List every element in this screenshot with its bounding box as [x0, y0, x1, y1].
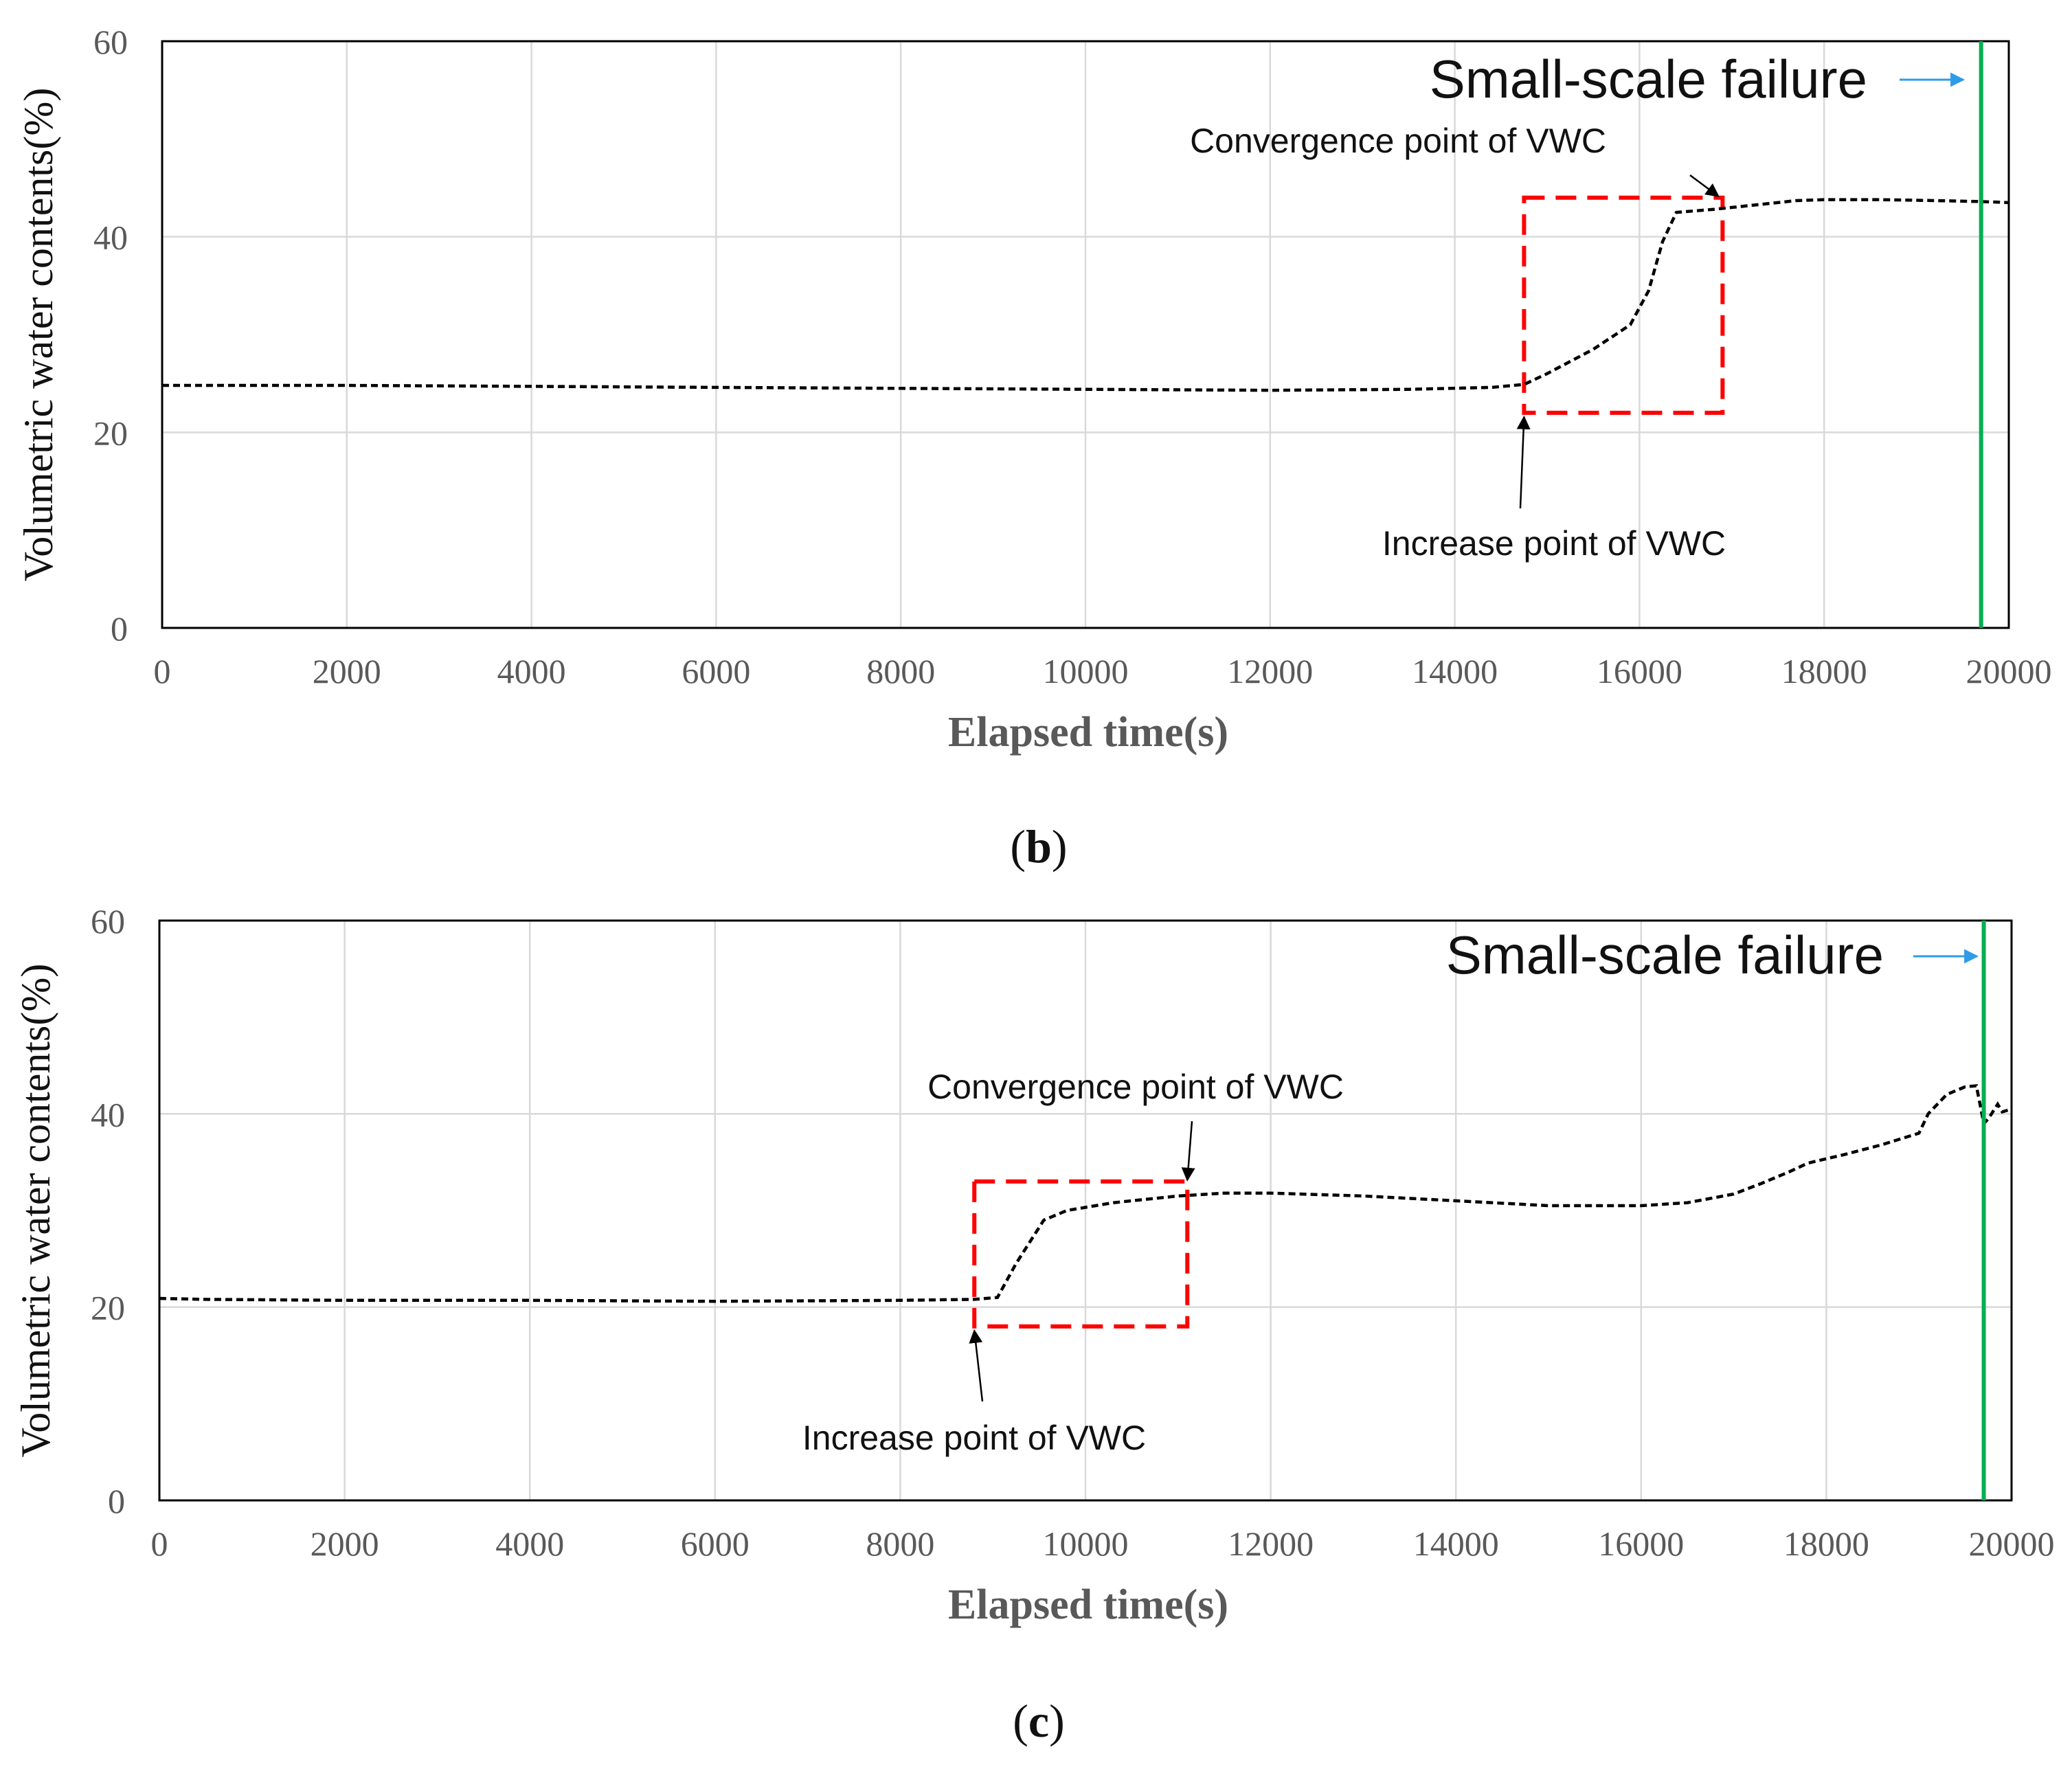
chart-b-x-tick-4000: 4000 [497, 652, 566, 690]
chart-c-y-tick-20: 20 [91, 1289, 125, 1327]
chart-c-y-axis-title: Volumetric water contents(%) [13, 964, 58, 1458]
chart-b-panel-label: (b) [1010, 820, 1067, 872]
chart-c-x-tick-labels: 0 2000 4000 6000 8000 10000 12000 14000 16000 180… [151, 1524, 2055, 1563]
chart-c-grid [158, 919, 2013, 1502]
chart-c-x-tick-12000: 12000 [1228, 1524, 1314, 1563]
chart-b-increase-label: Increase point of VWC [1382, 524, 1726, 563]
chart-b-increase-arrow [1516, 415, 1531, 509]
chart-c-x-axis-title: Elapsed time(s) [948, 1581, 1228, 1628]
chart-c-x-tick-14000: 14000 [1413, 1524, 1499, 1563]
chart-c-panel-letter: c [1028, 1695, 1049, 1747]
chart-c-vwc-series-line [159, 1084, 2012, 1303]
chart-b-x-tick-12000: 12000 [1227, 652, 1313, 690]
chart-b-convergence-arrow [1689, 174, 1720, 197]
chart-c-increase-label: Increase point of VWC [802, 1419, 1146, 1457]
chart-c: 0 2000 4000 6000 8000 10000 12000 14000 16000 180… [13, 902, 2055, 1747]
chart-c-x-tick-20000: 20000 [1969, 1524, 2055, 1563]
chart-c-plot-frame [158, 919, 2013, 1502]
chart-b-plot-frame [161, 40, 2010, 629]
chart-b-y-tick-40: 40 [93, 218, 128, 257]
chart-b-x-tick-2000: 2000 [313, 652, 381, 690]
chart-c-convergence-arrow [1181, 1120, 1195, 1182]
chart-b-x-tick-10000: 10000 [1043, 652, 1129, 690]
chart-c-convergence-label: Convergence point of VWC [927, 1068, 1344, 1106]
chart-b-x-tick-labels: 0 2000 4000 6000 8000 10000 12000 14000 16000 180… [154, 652, 2052, 690]
chart-c-failure-label: Small-scale failure [1446, 925, 1884, 985]
chart-c-panel-label: (c) [1013, 1695, 1065, 1747]
chart-b-highlight-box [1522, 195, 1725, 415]
chart-b-x-tick-20000: 20000 [1966, 652, 2052, 690]
chart-c-x-tick-10000: 10000 [1043, 1524, 1129, 1563]
chart-c-y-tick-40: 40 [91, 1095, 125, 1134]
chart-b-x-tick-16000: 16000 [1597, 652, 1682, 690]
chart-b-y-axis-title: Volumetric water contents(%) [16, 88, 61, 582]
chart-b-failure-label: Small-scale failure [1430, 49, 1867, 109]
chart-c-x-tick-4000: 4000 [495, 1524, 564, 1563]
chart-c-x-tick-2000: 2000 [311, 1524, 379, 1563]
chart-b-vwc-series-line [162, 198, 2009, 392]
chart-b-y-tick-60: 60 [93, 23, 128, 61]
chart-c-x-tick-16000: 16000 [1598, 1524, 1684, 1563]
chart-c-highlight-box [972, 1179, 1190, 1329]
chart-c-x-tick-8000: 8000 [866, 1524, 934, 1563]
chart-c-x-tick-6000: 6000 [681, 1524, 750, 1563]
chart-b-x-tick-14000: 14000 [1412, 652, 1498, 690]
chart-c-y-tick-60: 60 [91, 902, 125, 940]
chart-b-x-tick-0: 0 [154, 652, 171, 690]
chart-b-convergence-label: Convergence point of VWC [1190, 122, 1606, 160]
chart-b-y-tick-20: 20 [93, 414, 128, 452]
chart-b-x-tick-18000: 18000 [1781, 652, 1867, 690]
chart-b: 0 2000 4000 6000 8000 10000 12000 14000 16000 180… [16, 23, 2052, 872]
chart-b-x-tick-6000: 6000 [682, 652, 750, 690]
chart-c-x-tick-18000: 18000 [1783, 1524, 1869, 1563]
chart-b-grid [161, 40, 2010, 629]
chart-c-x-tick-0: 0 [151, 1524, 168, 1563]
chart-b-x-axis-title: Elapsed time(s) [948, 709, 1228, 756]
chart-b-panel-letter: b [1026, 820, 1052, 872]
chart-b-y-tick-labels: 0 20 40 60 [93, 23, 128, 648]
chart-c-y-tick-labels: 0 20 40 60 [91, 902, 125, 1520]
chart-b-y-tick-0: 0 [111, 609, 128, 648]
chart-c-y-tick-0: 0 [108, 1482, 125, 1520]
chart-b-x-tick-8000: 8000 [866, 652, 935, 690]
chart-c-increase-arrow [969, 1329, 984, 1402]
